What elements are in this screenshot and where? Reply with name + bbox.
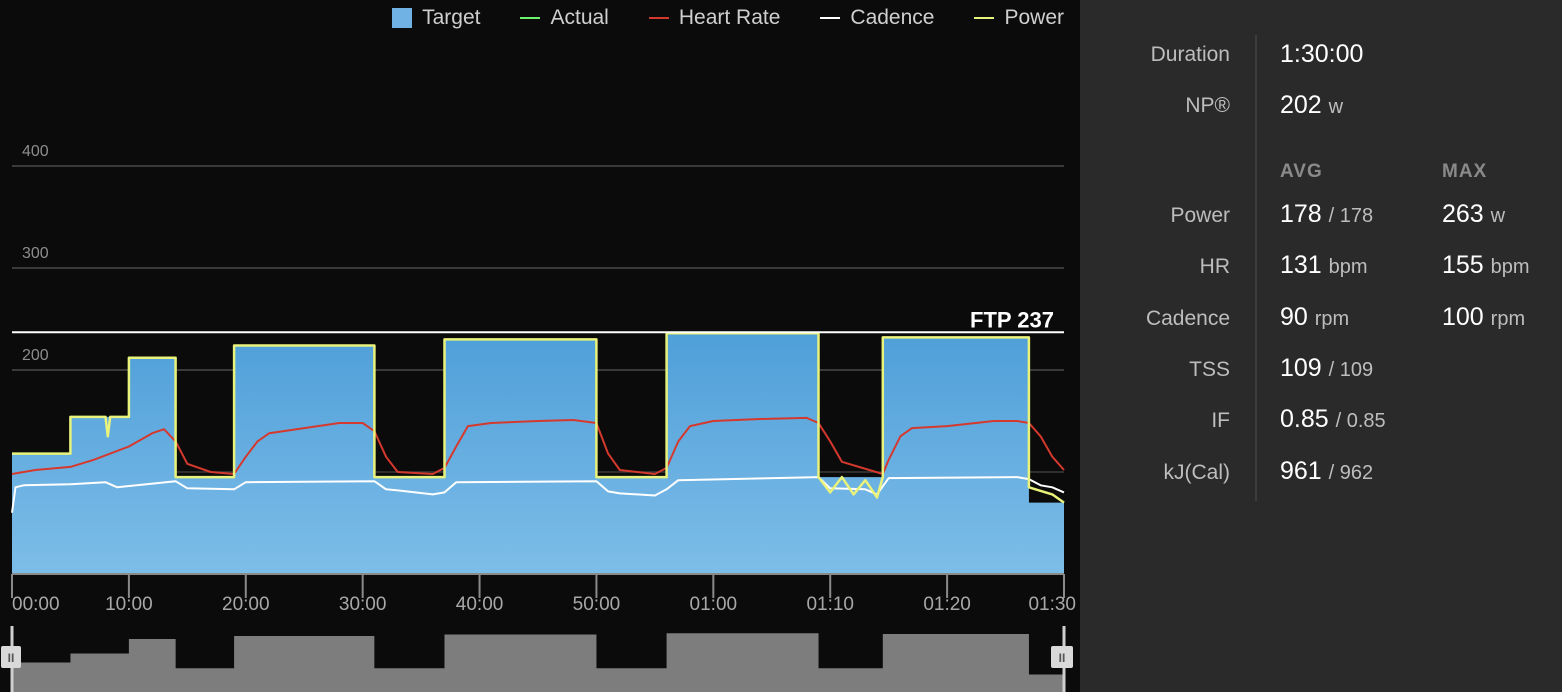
legend-label-actual: Actual — [550, 6, 609, 29]
series-power-line — [12, 332, 1065, 504]
heart-rate-swatch-icon — [648, 17, 669, 19]
legend-item-actual[interactable]: Actual — [520, 6, 609, 30]
cadence-max-value: 100 — [1442, 303, 1484, 331]
legend-item-heart-rate[interactable]: Heart Rate — [648, 6, 781, 30]
hr-label: HR — [1199, 255, 1230, 278]
x-tick-label: 01:00 — [690, 594, 738, 615]
tss-avg-value: 109 — [1280, 354, 1322, 382]
legend-item-power[interactable]: Power — [974, 6, 1064, 30]
x-tick-label: 30:00 — [339, 594, 387, 615]
actual-swatch-icon — [520, 17, 541, 19]
tss-avg-group: 109 / 109 — [1280, 354, 1373, 383]
tss-avg-secondary: / 109 — [1328, 359, 1374, 381]
cadence-avg-group: 90 rpm — [1280, 303, 1349, 332]
hr-avg-unit: bpm — [1328, 256, 1368, 278]
power-max-group: 263 w — [1442, 200, 1505, 229]
x-tick-label: 01:30 — [1028, 594, 1076, 615]
power-label: Power — [1170, 204, 1230, 227]
hr-avg-value: 131 — [1280, 251, 1322, 279]
workout-chart[interactable]: 200 300 400 FTP 237 00:00 10:00 20:00 30:00 40… — [0, 0, 1080, 692]
hr-max-unit: bpm — [1490, 256, 1530, 278]
cadence-max-group: 100 rpm — [1442, 303, 1525, 332]
if-avg-value: 0.85 — [1280, 405, 1329, 433]
hr-max-value: 155 — [1442, 251, 1484, 279]
x-tick-label: 40:00 — [456, 594, 504, 615]
legend-label-target: Target — [422, 6, 481, 29]
series-cadence-line — [11, 476, 1065, 513]
y-tick-label: 200 — [22, 347, 49, 364]
target-swatch-icon — [392, 8, 413, 28]
legend-label-power: Power — [1004, 6, 1064, 29]
legend-label-cadence: Cadence — [850, 6, 935, 29]
power-max-unit: w — [1490, 205, 1506, 227]
kj-avg-value: 961 — [1280, 457, 1322, 485]
x-tick-label: 01:20 — [923, 594, 971, 615]
power-avg-secondary: / 178 — [1328, 205, 1374, 227]
x-tick-label: 20:00 — [222, 594, 270, 615]
target-area — [12, 334, 1064, 574]
cadence-avg-unit: rpm — [1314, 308, 1350, 330]
timeline-right-handle-grip-icon: II — [1059, 651, 1066, 665]
y-tick-label: 400 — [22, 143, 49, 160]
if-label: IF — [1211, 409, 1230, 432]
power-swatch-icon — [974, 17, 995, 19]
power-avg-value: 178 — [1280, 200, 1322, 228]
cadence-label: Cadence — [1145, 307, 1230, 330]
timeline-right-handle[interactable] — [1051, 646, 1073, 668]
tss-label: TSS — [1189, 358, 1230, 381]
np-value: 202 — [1280, 91, 1322, 119]
x-tick-label: 01:10 — [806, 594, 854, 615]
legend-item-cadence[interactable]: Cadence — [820, 6, 934, 30]
max-header: MAX — [1442, 161, 1488, 182]
hr-avg-group: 131 bpm — [1280, 251, 1368, 280]
power-max-value: 263 — [1442, 200, 1484, 228]
timeline-overview[interactable] — [12, 633, 1064, 692]
chart-legend: Target Actual Heart Rate Cadence Power — [392, 6, 1064, 30]
kj-label: kJ(Cal) — [1163, 461, 1231, 484]
kj-avg-secondary: / 962 — [1328, 462, 1374, 484]
y-tick-label: 300 — [22, 245, 49, 262]
np-label: NP® — [1185, 94, 1230, 117]
timeline-left-handle[interactable] — [1, 646, 21, 668]
stats-panel: Duration 1:30:00 NP® 202 w AVG MAX Power… — [1080, 0, 1562, 692]
hr-max-group: 155 bpm — [1442, 251, 1530, 280]
np-value-group: 202 w — [1280, 91, 1343, 120]
cadence-swatch-icon — [820, 17, 841, 19]
kj-avg-group: 961 / 962 — [1280, 457, 1373, 486]
ftp-label: FTP 237 — [970, 307, 1054, 332]
cadence-avg-value: 90 — [1280, 303, 1308, 331]
legend-label-heart-rate: Heart Rate — [678, 6, 781, 29]
stats-divider — [1255, 35, 1257, 501]
x-tick-label: 10:00 — [105, 594, 153, 615]
duration-value: 1:30:00 — [1280, 40, 1364, 68]
np-unit: w — [1328, 96, 1344, 118]
x-tick-label: 50:00 — [573, 594, 621, 615]
power-avg-group: 178 / 178 — [1280, 200, 1373, 229]
series-heart-rate-line — [11, 416, 1065, 475]
duration-label: Duration — [1150, 43, 1230, 66]
workout-chart-panel: Target Actual Heart Rate Cadence Power 2… — [0, 0, 1080, 692]
avg-header: AVG — [1280, 161, 1323, 182]
legend-item-target[interactable]: Target — [392, 6, 480, 30]
cadence-max-unit: rpm — [1490, 308, 1526, 330]
if-avg-group: 0.85 / 0.85 — [1280, 405, 1386, 434]
timeline-left-handle-grip-icon: II — [8, 651, 15, 665]
x-tick-label: 00:00 — [12, 594, 60, 615]
if-avg-secondary: / 0.85 — [1335, 410, 1386, 432]
